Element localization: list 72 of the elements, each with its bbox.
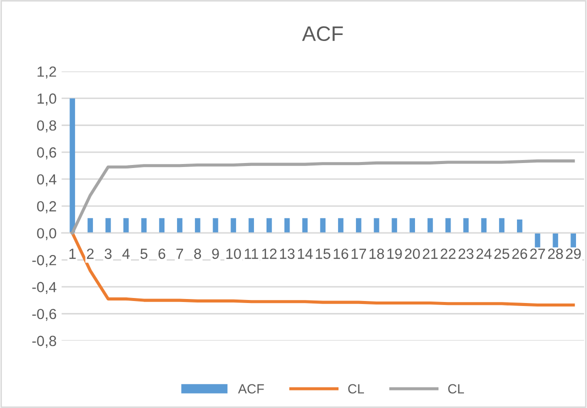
x-tick-label: 6	[158, 248, 166, 259]
bar	[392, 218, 398, 233]
legend-label: CL	[448, 384, 464, 394]
x-tick-label: 20	[404, 248, 420, 259]
line-series	[70, 159, 575, 234]
bar	[123, 218, 129, 233]
x-tick-label: 10	[226, 248, 241, 259]
x-tick-label: 8	[194, 248, 202, 259]
bar	[302, 218, 308, 233]
bar	[88, 218, 93, 233]
y-tick-label: 1,0	[38, 93, 56, 106]
bar	[212, 218, 218, 233]
x-tick-label: 18	[370, 248, 384, 259]
x-tick-label: 19	[387, 248, 402, 259]
x-tick-label: 3	[104, 248, 112, 259]
bar	[338, 218, 344, 233]
x-tick-label: 21	[422, 248, 438, 259]
x-tick-label: 4	[122, 248, 130, 259]
bar	[194, 218, 200, 233]
x-tick-label: 24	[476, 248, 492, 259]
x-tick-label: 22	[440, 248, 456, 259]
x-tick-label: 5	[140, 248, 148, 259]
y-tick-label: 0,4	[37, 174, 56, 186]
y-tick-label: -0,6	[32, 308, 56, 321]
x-tick-label: 7	[176, 248, 184, 259]
x-tick-label: 26	[512, 248, 528, 259]
x-tick-label: 12	[262, 248, 277, 259]
x-tick-label: 2	[86, 248, 94, 259]
bar	[445, 218, 451, 233]
x-tick-label: 13	[280, 248, 295, 259]
bar	[230, 218, 236, 233]
bar	[70, 98, 76, 233]
x-tick-label: 28	[548, 248, 563, 259]
bar	[248, 218, 254, 233]
bar	[141, 218, 147, 233]
x-tick-label: 9	[212, 248, 219, 259]
y-tick-label: 1,2	[38, 66, 56, 79]
bar	[410, 218, 415, 233]
bar	[177, 218, 182, 233]
y-tick-label: 0,2	[37, 201, 56, 214]
x-tick-label: 11	[244, 248, 258, 259]
x-tick-label: 29	[566, 248, 581, 259]
legend-label: ACF	[238, 384, 264, 394]
chart-title: ACF	[302, 26, 343, 42]
bar	[159, 218, 165, 233]
x-tick-label: 1	[69, 248, 76, 259]
bar	[499, 218, 504, 233]
bar	[320, 218, 326, 233]
x-tick-label: 15	[316, 248, 330, 259]
bar	[463, 218, 469, 233]
legend-label: CL	[348, 384, 364, 394]
y-tick-label: -0,8	[32, 336, 56, 348]
x-tick-label: 23	[458, 248, 474, 259]
y-tick-label: 0,6	[37, 147, 56, 160]
x-tick-label: 25	[494, 248, 510, 259]
bar	[266, 218, 272, 233]
x-tick-label: 17	[352, 248, 366, 259]
bar	[374, 218, 380, 233]
bar	[428, 218, 433, 233]
bar	[356, 218, 362, 233]
x-tick-label: 27	[530, 248, 545, 259]
bar	[516, 220, 522, 233]
y-tick-label: 0,0	[37, 228, 56, 240]
y-tick-label: -0,4	[32, 282, 56, 294]
x-tick-label: 16	[334, 248, 348, 259]
bar	[105, 218, 111, 233]
y-tick-label: -0,2	[32, 254, 56, 268]
x-tick-label: 14	[298, 248, 313, 259]
bar	[570, 232, 576, 248]
y-tick-label: 0,8	[37, 120, 56, 132]
bar	[481, 218, 487, 233]
bar	[284, 218, 290, 233]
